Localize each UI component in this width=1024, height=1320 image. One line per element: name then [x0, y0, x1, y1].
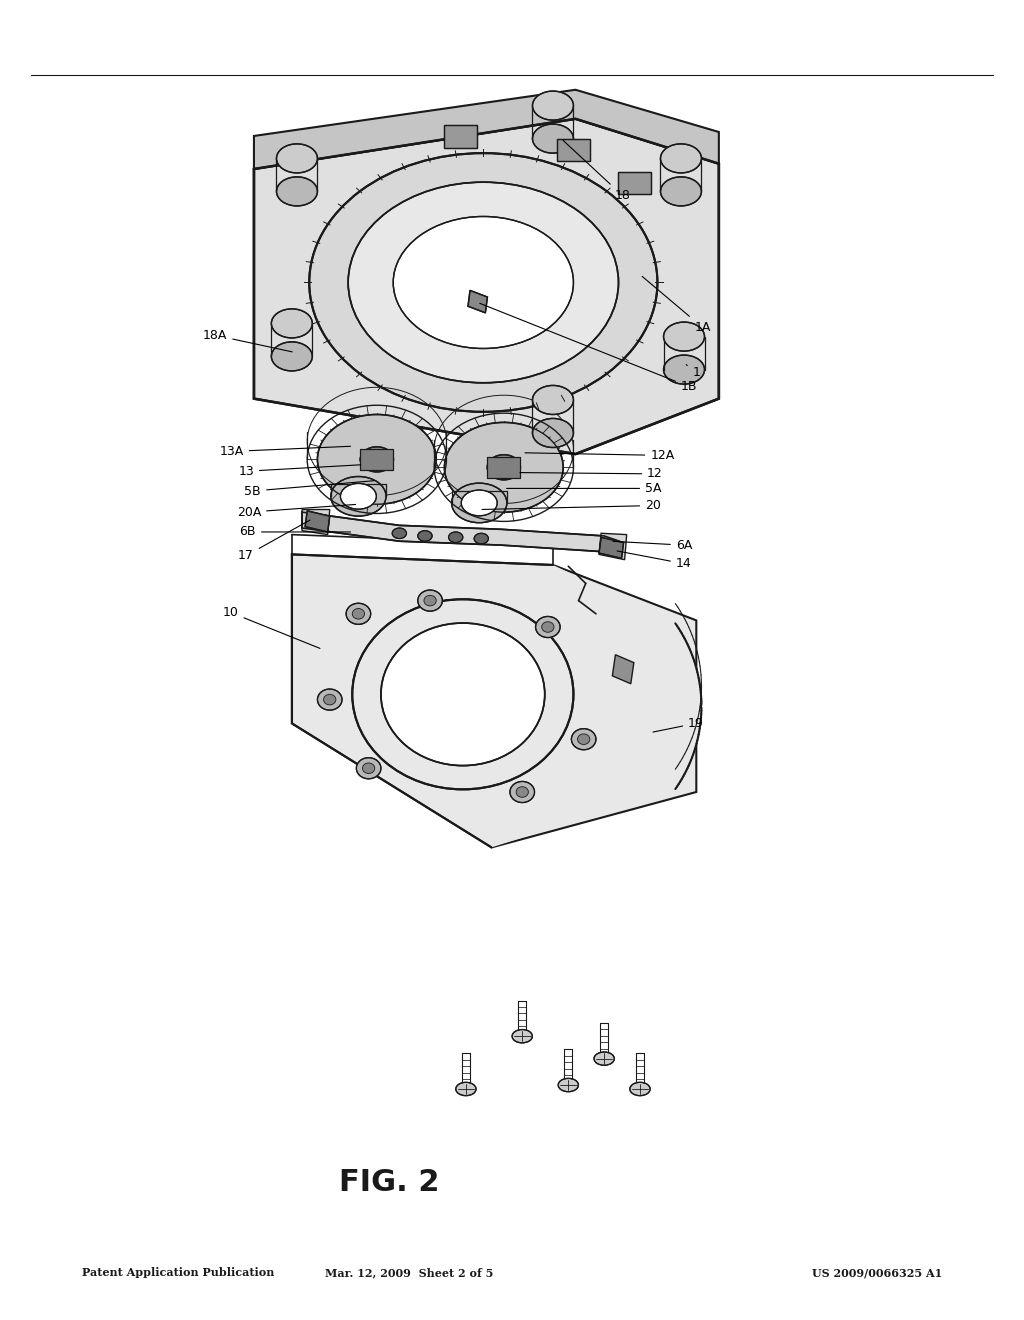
- Ellipse shape: [362, 763, 375, 774]
- Ellipse shape: [271, 342, 312, 371]
- Text: 1: 1: [686, 364, 700, 379]
- Ellipse shape: [424, 595, 436, 606]
- Ellipse shape: [348, 182, 618, 383]
- Polygon shape: [599, 533, 627, 560]
- Ellipse shape: [449, 532, 463, 543]
- Ellipse shape: [331, 477, 386, 516]
- Polygon shape: [444, 125, 477, 148]
- Ellipse shape: [474, 533, 488, 544]
- Ellipse shape: [317, 689, 342, 710]
- Ellipse shape: [536, 616, 560, 638]
- Polygon shape: [254, 90, 719, 169]
- Ellipse shape: [516, 787, 528, 797]
- Ellipse shape: [510, 781, 535, 803]
- Ellipse shape: [352, 599, 573, 789]
- Text: 12A: 12A: [525, 449, 675, 462]
- Text: 19: 19: [653, 717, 703, 733]
- Ellipse shape: [532, 124, 573, 153]
- Polygon shape: [599, 537, 624, 558]
- Polygon shape: [487, 457, 520, 478]
- Ellipse shape: [381, 623, 545, 766]
- Polygon shape: [305, 511, 330, 532]
- Ellipse shape: [532, 385, 573, 414]
- Ellipse shape: [578, 734, 590, 744]
- Polygon shape: [468, 290, 487, 313]
- Text: 1A: 1A: [642, 276, 711, 334]
- Ellipse shape: [452, 483, 507, 523]
- Ellipse shape: [276, 144, 317, 173]
- Polygon shape: [254, 119, 719, 454]
- Text: Patent Application Publication: Patent Application Publication: [82, 1267, 274, 1278]
- Text: 5A: 5A: [507, 482, 662, 495]
- Ellipse shape: [487, 454, 520, 480]
- Text: 10: 10: [222, 606, 319, 648]
- Ellipse shape: [664, 355, 705, 384]
- Polygon shape: [618, 172, 651, 194]
- Ellipse shape: [461, 490, 498, 516]
- Ellipse shape: [571, 729, 596, 750]
- Polygon shape: [557, 139, 590, 161]
- Ellipse shape: [309, 153, 657, 412]
- Text: 6A: 6A: [613, 539, 692, 552]
- Ellipse shape: [271, 309, 312, 338]
- Ellipse shape: [660, 177, 701, 206]
- Ellipse shape: [352, 609, 365, 619]
- Ellipse shape: [532, 91, 573, 120]
- Ellipse shape: [317, 414, 436, 504]
- Polygon shape: [360, 449, 393, 470]
- Ellipse shape: [594, 1052, 614, 1065]
- Ellipse shape: [444, 422, 563, 512]
- Text: 13: 13: [239, 465, 360, 478]
- Polygon shape: [302, 510, 330, 535]
- Ellipse shape: [542, 622, 554, 632]
- Ellipse shape: [340, 483, 377, 510]
- Ellipse shape: [418, 590, 442, 611]
- Text: 18: 18: [563, 140, 631, 202]
- Text: 17: 17: [238, 520, 310, 562]
- Ellipse shape: [660, 144, 701, 173]
- Ellipse shape: [512, 1030, 532, 1043]
- Ellipse shape: [630, 1082, 650, 1096]
- Text: 6B: 6B: [240, 525, 350, 539]
- Text: US 2009/0066325 A1: US 2009/0066325 A1: [812, 1267, 942, 1278]
- Ellipse shape: [456, 1082, 476, 1096]
- Ellipse shape: [664, 322, 705, 351]
- Text: FIG. 2: FIG. 2: [339, 1168, 439, 1197]
- Text: 1B: 1B: [480, 304, 697, 393]
- Text: 18A: 18A: [203, 329, 292, 352]
- Ellipse shape: [360, 446, 393, 473]
- Ellipse shape: [276, 177, 317, 206]
- Ellipse shape: [356, 758, 381, 779]
- Text: 13A: 13A: [219, 445, 350, 458]
- Ellipse shape: [392, 528, 407, 539]
- Polygon shape: [492, 565, 701, 847]
- Polygon shape: [292, 554, 696, 847]
- Text: 20: 20: [482, 499, 662, 512]
- Ellipse shape: [418, 531, 432, 541]
- Ellipse shape: [532, 418, 573, 447]
- Ellipse shape: [393, 216, 573, 348]
- Text: 14: 14: [617, 550, 691, 570]
- Text: Mar. 12, 2009  Sheet 2 of 5: Mar. 12, 2009 Sheet 2 of 5: [326, 1267, 494, 1278]
- Text: 20A: 20A: [237, 504, 355, 519]
- Polygon shape: [612, 655, 634, 684]
- Ellipse shape: [324, 694, 336, 705]
- Text: 12: 12: [520, 467, 663, 480]
- Ellipse shape: [346, 603, 371, 624]
- Text: 5B: 5B: [245, 480, 374, 498]
- Polygon shape: [302, 512, 620, 557]
- Ellipse shape: [558, 1078, 579, 1092]
